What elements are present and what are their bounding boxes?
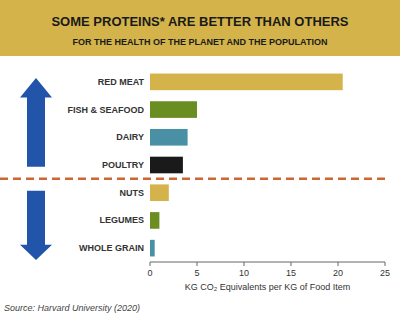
bar	[150, 129, 188, 146]
separator-line	[0, 178, 385, 181]
bar	[150, 240, 155, 257]
bar	[150, 74, 343, 91]
x-tick	[244, 262, 245, 266]
bars	[150, 74, 343, 257]
subtitle: FOR THE HEALTH OF THE PLANET AND THE POP…	[73, 37, 328, 47]
bar	[150, 184, 169, 201]
arrow-up	[20, 78, 52, 167]
chart-container: SOME PROTEINS* ARE BETTER THAN OTHERS FOR…	[0, 0, 400, 316]
category-label: FISH & SEAFOOD	[67, 105, 144, 115]
x-tick	[385, 262, 386, 266]
x-tick	[338, 262, 339, 266]
x-tick-label: 10	[239, 268, 249, 278]
chart: SOME PROTEINS* ARE BETTER THAN OTHERS FOR…	[0, 0, 400, 316]
bar	[150, 212, 159, 229]
category-label: DAIRY	[116, 132, 144, 142]
title-band	[0, 0, 400, 56]
title: SOME PROTEINS* ARE BETTER THAN OTHERS	[51, 14, 348, 29]
x-tick-label: 0	[147, 268, 152, 278]
x-axis-line	[150, 262, 385, 263]
x-tick-label: 20	[333, 268, 343, 278]
category-label: RED MEAT	[98, 77, 145, 87]
category-label: WHOLE GRAIN	[79, 243, 144, 253]
x-tick-label: 15	[286, 268, 296, 278]
x-tick	[197, 262, 198, 266]
category-label: LEGUMES	[99, 215, 144, 225]
arrow-down	[20, 191, 52, 260]
category-label: POULTRY	[102, 160, 144, 170]
x-tick-label: 5	[194, 268, 199, 278]
category-label: NUTS	[120, 188, 145, 198]
bar	[150, 101, 197, 118]
x-tick	[291, 262, 292, 266]
x-axis-label: KG CO₂ Equivalents per KG of Food Item	[185, 282, 351, 292]
bar	[150, 157, 183, 174]
source-note: Source: Harvard University (2020)	[4, 303, 140, 313]
x-tick-label: 25	[380, 268, 390, 278]
x-tick	[150, 262, 151, 266]
